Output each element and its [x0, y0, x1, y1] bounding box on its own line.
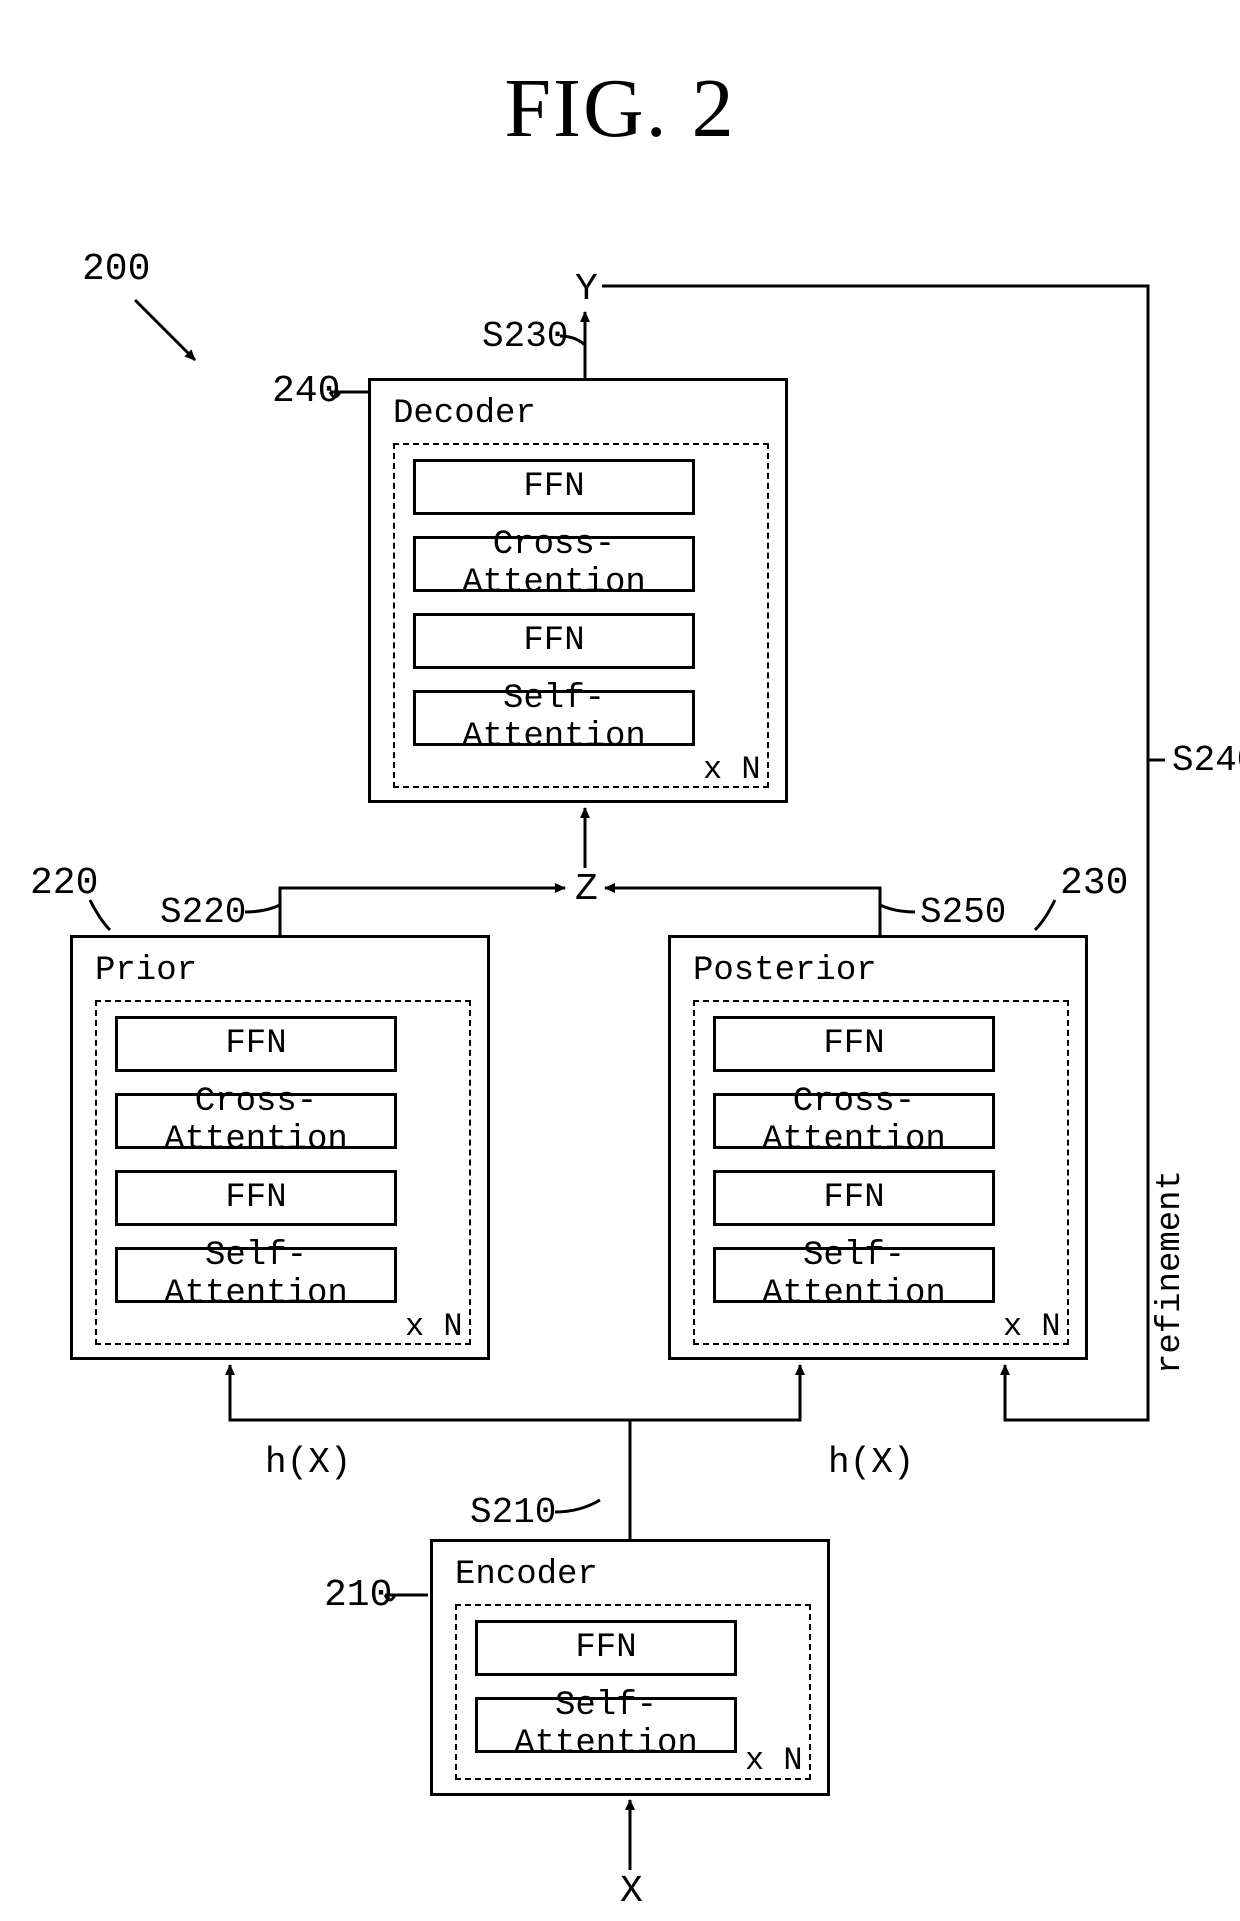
prior-layer-0: FFN — [115, 1016, 397, 1072]
output-y-label: Y — [575, 268, 598, 311]
s240-label: S240 — [1172, 740, 1240, 781]
prior-layer-1: Cross-Attention — [115, 1093, 397, 1149]
prior-layer-2: FFN — [115, 1170, 397, 1226]
s230-label: S230 — [482, 316, 568, 357]
encoder-ref-210: 210 — [324, 1574, 392, 1617]
decoder-layer-2: FFN — [413, 613, 695, 669]
prior-block: Prior FFN Cross-Attention FFN Self-Atten… — [70, 935, 490, 1360]
decoder-xn: x N — [703, 751, 761, 788]
decoder-block: Decoder FFN Cross-Attention FFN Self-Att… — [368, 378, 788, 803]
posterior-layer-3: Self-Attention — [713, 1247, 995, 1303]
encoder-layer-1: Self-Attention — [475, 1697, 737, 1753]
posterior-layer-2: FFN — [713, 1170, 995, 1226]
s250-label: S250 — [920, 892, 1006, 933]
posterior-layer-0: FFN — [713, 1016, 995, 1072]
prior-xn: x N — [405, 1308, 463, 1345]
encoder-title: Encoder — [455, 1556, 598, 1594]
decoder-ref-240: 240 — [272, 370, 340, 413]
decoder-layer-0: FFN — [413, 459, 695, 515]
encoder-block: Encoder FFN Self-Attention x N — [430, 1539, 830, 1796]
posterior-layer-1: Cross-Attention — [713, 1093, 995, 1149]
hx-left-label: h(X) — [265, 1442, 351, 1483]
posterior-block: Posterior FFN Cross-Attention FFN Self-A… — [668, 935, 1088, 1360]
hx-right-label: h(X) — [828, 1442, 914, 1483]
s210-label: S210 — [470, 1492, 556, 1533]
s220-label: S220 — [160, 892, 246, 933]
decoder-layer-1: Cross-Attention — [413, 536, 695, 592]
posterior-title: Posterior — [693, 952, 877, 990]
prior-title: Prior — [95, 952, 197, 990]
encoder-layer-0: FFN — [475, 1620, 737, 1676]
figure-title: FIG. 2 — [0, 60, 1240, 157]
prior-layer-3: Self-Attention — [115, 1247, 397, 1303]
refinement-label: refinement — [1152, 1170, 1190, 1374]
prior-ref-220: 220 — [30, 862, 98, 905]
decoder-title: Decoder — [393, 395, 536, 433]
system-ref-200: 200 — [82, 248, 150, 291]
z-label: Z — [575, 868, 598, 911]
input-x-label: X — [620, 1870, 643, 1913]
posterior-ref-230: 230 — [1060, 862, 1128, 905]
decoder-layer-3: Self-Attention — [413, 690, 695, 746]
encoder-xn: x N — [745, 1742, 803, 1779]
posterior-xn: x N — [1003, 1308, 1061, 1345]
